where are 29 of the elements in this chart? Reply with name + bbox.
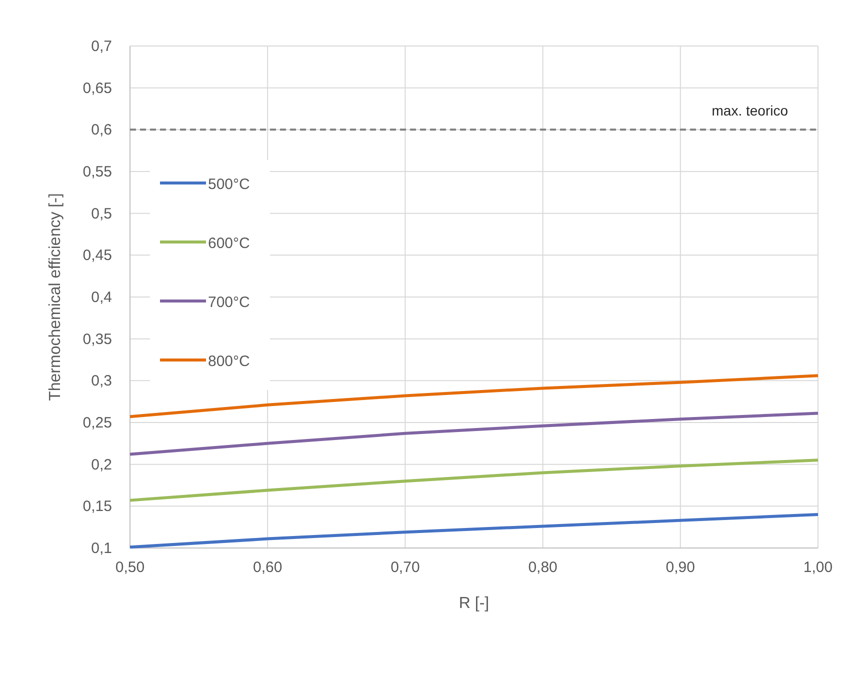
y-tick-label: 0,2 (91, 456, 112, 474)
y-tick-label: 0,35 (82, 330, 112, 348)
y-axis-title: Thermochemical efficiency [-] (47, 193, 64, 401)
y-tick-label: 0,7 (91, 38, 112, 55)
x-tick-label: 1,00 (803, 559, 833, 576)
x-tick-label: 0,50 (115, 559, 145, 576)
y-tick-label: 0,15 (82, 498, 112, 516)
line-series (128, 412, 820, 456)
y-tick-label: 0,25 (82, 414, 112, 432)
y-tick-label: 0,4 (91, 289, 112, 306)
y-tick-label: 0,55 (82, 164, 112, 180)
x-axis-title: R [-] (458, 595, 490, 612)
x-tick-label: 0,80 (528, 559, 558, 576)
legend-label: 600°C (208, 235, 250, 252)
y-tick-label: 0,3 (91, 372, 112, 390)
line-series (128, 374, 820, 418)
legend-label: 700°C (208, 294, 250, 311)
y-tick-label: 0,45 (82, 247, 112, 264)
y-tick-label: 0,65 (82, 80, 112, 97)
x-tick-label: 0,70 (390, 559, 420, 576)
y-tick-label: 0,5 (91, 205, 112, 222)
legend-label: 800°C (208, 353, 250, 370)
x-tick-label: 0,60 (253, 559, 282, 576)
ref-line-label: max. teorico (712, 102, 788, 119)
y-tick-label: 0,1 (91, 540, 112, 557)
y-tick-label: 0,6 (91, 122, 112, 139)
legend-label: 500°C (208, 176, 250, 193)
line-series (128, 458, 820, 502)
x-tick-label: 0,90 (666, 559, 695, 576)
